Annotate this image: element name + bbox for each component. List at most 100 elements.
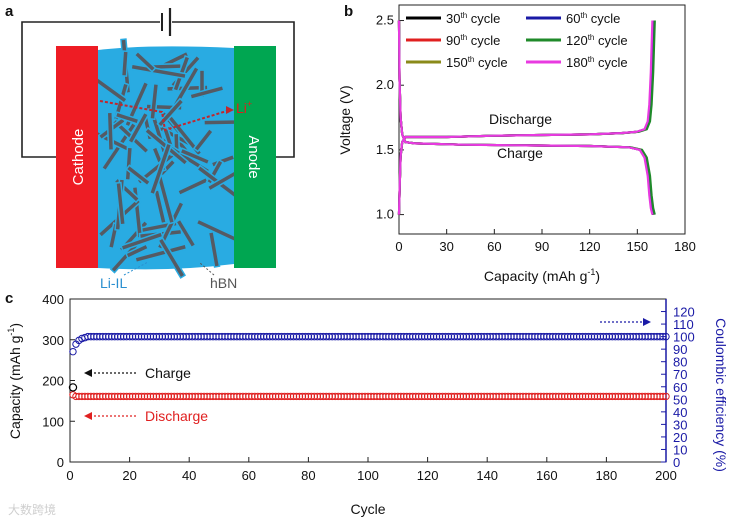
y2-tick-label-c: 10 <box>673 442 687 457</box>
hbn-flake <box>127 111 150 145</box>
y-tick-label-b: 2.0 <box>376 77 394 92</box>
discharge-point <box>659 392 667 401</box>
efficiency-point <box>659 332 667 341</box>
hbn-flake <box>120 230 164 252</box>
hbn-flake <box>157 236 186 279</box>
panel-b-letter: b <box>344 3 353 20</box>
y2-tick-label-c: 60 <box>673 380 687 395</box>
x-tick-label-c: 180 <box>596 468 618 483</box>
panel-c: c 0 20 40 60 80 100 120 140 160 180 20001002003004… <box>5 290 729 517</box>
anode <box>234 46 276 268</box>
hbn-flake <box>156 200 185 251</box>
y2-tick-label-c: 90 <box>673 342 687 357</box>
legend-label: 150th cycle <box>446 55 508 70</box>
cycling-points <box>68 332 670 401</box>
axes-b: 0 30 60 90 120 150 180 1.0 1.5 2.0 2.5 <box>376 13 696 254</box>
panel-a: a Cathode Anode Li+ Li-IL hBN <box>5 3 295 291</box>
y2-tick-label-c: 20 <box>673 430 687 445</box>
y2-tick-label-c: 120 <box>673 305 695 320</box>
filler-label: hBN <box>210 275 237 291</box>
x-tick-label-b: 150 <box>626 239 648 254</box>
y-axis-label-c: Capacity (mAh g-1) <box>6 323 23 439</box>
x-tick-label-c: 80 <box>301 468 315 483</box>
ion-label: Li+ <box>236 99 252 116</box>
x-tick-label-c: 0 <box>66 468 73 483</box>
legend-label: 120th cycle <box>566 33 628 48</box>
annotation-discharge: Discharge <box>489 111 552 127</box>
legend-label: 60th cycle <box>566 11 620 26</box>
hbn-flake <box>175 218 197 249</box>
x-axis-label-b: Capacity (mAh g-1) <box>484 267 600 284</box>
x-tick-label-c: 200 <box>655 468 677 483</box>
hbn-flake <box>179 147 211 166</box>
x-tick-label-c: 120 <box>417 468 439 483</box>
legend-label: 90th cycle <box>446 33 500 48</box>
hbn-flake <box>148 142 173 196</box>
x-tick-label-c: 160 <box>536 468 558 483</box>
x-tick-label-b: 120 <box>579 239 601 254</box>
hbn-flake <box>207 230 221 268</box>
circuit-wire <box>21 8 295 158</box>
ion-arrow-head <box>226 106 234 114</box>
y-tick-label-c: 100 <box>42 414 64 429</box>
discharge-point <box>662 392 670 401</box>
y2-tick-label-c: 80 <box>673 355 687 370</box>
hbn-flake <box>125 164 152 187</box>
y2-tick-label-c: 100 <box>673 330 695 345</box>
hbn-flake <box>130 63 188 80</box>
hbn-flake <box>134 243 188 264</box>
y2-tick-label-c: 0 <box>673 455 680 470</box>
electrolyte-pointer <box>123 261 149 276</box>
x-tick-label-c: 100 <box>357 468 379 483</box>
annotation-charge: Charge <box>497 145 543 161</box>
y2-tick-label-c: 70 <box>673 367 687 382</box>
legend-b: 30th cycle 60th cycle 90th cycle 120th cycl… <box>406 11 628 70</box>
annotation-discharge-c: Discharge <box>145 408 208 424</box>
panel-a-letter: a <box>5 3 14 20</box>
y2-axis-label-c: Coulombic efficiency (%) <box>713 318 729 472</box>
y-tick-label-c: 0 <box>57 455 64 470</box>
cathode <box>56 46 98 268</box>
charge-arrow-head <box>84 369 92 377</box>
y2-tick-label-c: 110 <box>673 317 694 332</box>
y-tick-label-b: 1.5 <box>376 142 394 157</box>
axes-c: 0 20 40 60 80 100 120 140 160 180 2000100200300400… <box>42 292 694 483</box>
hbn-flake <box>106 111 115 152</box>
y-tick-label-b: 1.0 <box>376 207 394 222</box>
hbn-flake <box>120 50 130 77</box>
x-axis-label-c: Cycle <box>350 501 385 517</box>
hbn-flake <box>124 243 150 260</box>
legend-label: 180th cycle <box>566 55 628 70</box>
hbn-flake <box>123 80 150 128</box>
curve-charge-180 <box>397 20 654 215</box>
x-tick-label-b: 0 <box>395 239 402 254</box>
panel-b: b 0 30 60 90 120 150 180 1.0 1.5 2.0 2.5 30th cycl… <box>337 3 696 284</box>
legend-label: 30th cycle <box>446 11 500 26</box>
hbn-flakes <box>85 38 243 279</box>
efficiency-arrow-head <box>643 318 651 326</box>
hbn-flake <box>189 84 225 101</box>
efficiency-point <box>662 332 670 341</box>
y2-tick-label-c: 40 <box>673 405 687 420</box>
watermark: 大数跨境 <box>8 502 56 517</box>
charge-point <box>68 383 78 392</box>
y-tick-label-b: 2.5 <box>376 13 394 28</box>
y2-tick-label-c: 50 <box>673 392 687 407</box>
x-tick-label-b: 180 <box>674 239 696 254</box>
x-tick-label-b: 60 <box>487 239 501 254</box>
x-tick-label-b: 30 <box>439 239 453 254</box>
hbn-flake <box>115 181 127 226</box>
annotation-charge-c: Charge <box>145 365 191 381</box>
discharge-arrow-head <box>84 412 92 420</box>
anode-label: Anode <box>245 135 262 178</box>
y-tick-label-c: 200 <box>42 374 64 389</box>
hbn-flake <box>133 50 157 73</box>
y-axis-label-b: Voltage (V) <box>337 85 353 154</box>
y-tick-label-c: 300 <box>42 333 64 348</box>
y2-tick-label-c: 30 <box>673 417 687 432</box>
x-tick-label-c: 20 <box>122 468 136 483</box>
y-tick-label-c: 400 <box>42 292 64 307</box>
cathode-label: Cathode <box>70 129 87 186</box>
x-tick-label-c: 140 <box>476 468 498 483</box>
